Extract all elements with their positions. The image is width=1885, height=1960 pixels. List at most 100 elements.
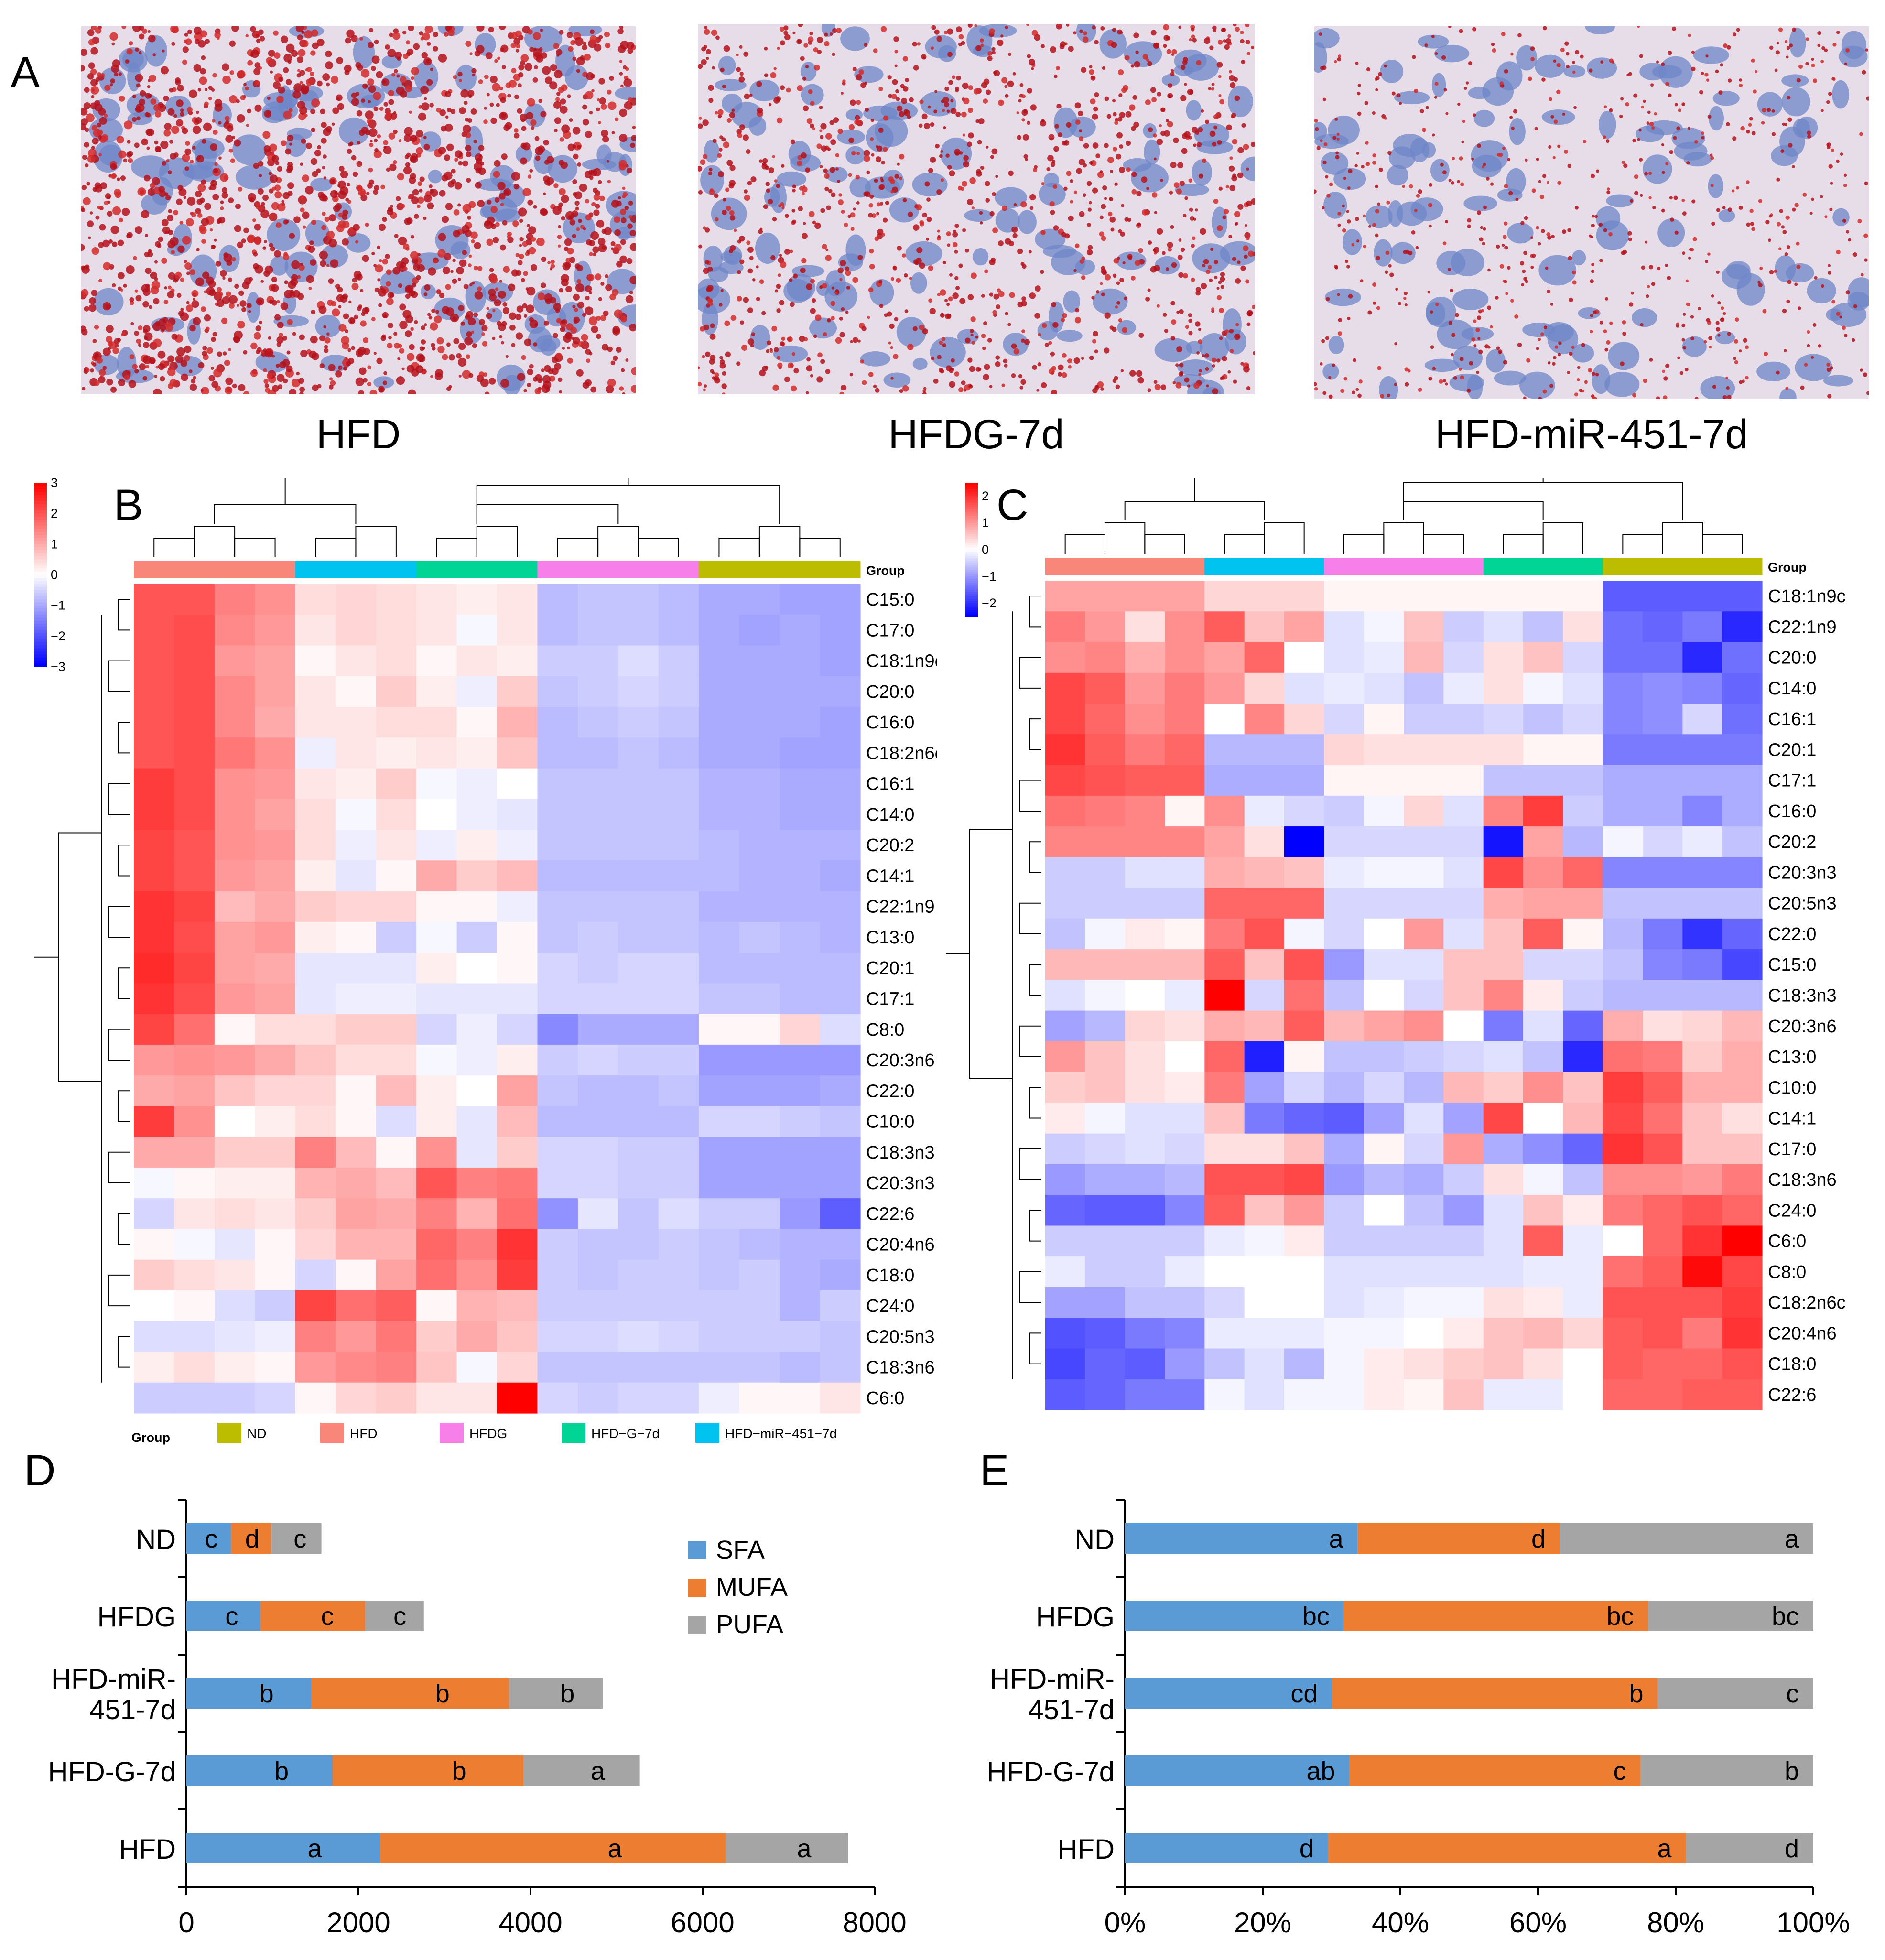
lipid-droplet: [262, 131, 271, 139]
lipid-droplet: [562, 262, 571, 271]
lipid-droplet: [1807, 134, 1811, 139]
lipid-droplet: [1722, 312, 1726, 315]
lipid-droplet: [169, 140, 173, 144]
lipid-droplet: [936, 189, 942, 195]
lipid-droplet: [838, 199, 844, 205]
lipid-droplet: [1546, 181, 1550, 184]
lipid-droplet: [1704, 73, 1709, 77]
heatmap-cell: [699, 983, 740, 1015]
lipid-droplet: [241, 238, 246, 243]
heatmap-cell: [255, 1075, 296, 1107]
heatmap-cell: [134, 1198, 175, 1230]
lipid-droplet: [805, 65, 809, 69]
lipid-droplet: [1676, 322, 1680, 326]
colorbar-segment: [34, 645, 47, 649]
lipid-droplet: [789, 278, 793, 282]
lipid-droplet: [459, 259, 467, 267]
lipid-droplet: [993, 293, 999, 300]
lipid-droplet: [1237, 260, 1241, 264]
lipid-droplet: [1106, 114, 1112, 119]
lipid-droplet: [776, 184, 780, 188]
lipid-droplet: [476, 26, 485, 32]
lipid-droplet: [120, 175, 126, 181]
lipid-droplet: [1195, 130, 1200, 135]
lipid-droplet: [588, 316, 598, 325]
lipid-droplet: [216, 299, 225, 307]
lipid-droplet: [1245, 39, 1250, 45]
colorbar-segment: [965, 583, 978, 586]
lipid-droplet: [998, 291, 1005, 297]
lipid-droplet: [96, 357, 103, 364]
lipid-droplet: [1141, 209, 1148, 216]
lipid-droplet: [541, 52, 547, 59]
lipid-droplet: [477, 200, 485, 207]
lipid-droplet: [168, 209, 172, 214]
lipid-droplet: [1020, 201, 1027, 208]
lipid-droplet: [703, 226, 706, 230]
nucleus-blob: [1325, 288, 1361, 306]
lipid-droplet: [1346, 219, 1351, 224]
lipid-droplet: [430, 67, 433, 71]
lipid-droplet: [99, 224, 106, 231]
heatmap-cell: [780, 1229, 821, 1260]
lipid-droplet: [184, 262, 192, 270]
lipid-droplet: [439, 292, 445, 299]
lipid-droplet: [340, 170, 348, 179]
lipid-droplet: [704, 384, 707, 388]
heatmap-cell: [1244, 642, 1285, 673]
lipid-droplet: [1530, 236, 1533, 239]
lipid-droplet: [256, 297, 265, 306]
lipid-droplet: [1774, 68, 1778, 72]
lipid-droplet: [1114, 120, 1118, 125]
lipid-droplet: [756, 81, 762, 87]
lipid-droplet: [746, 240, 751, 245]
heatmap-cell: [577, 1106, 618, 1137]
lipid-droplet: [619, 386, 624, 391]
heatmap-cell: [658, 1321, 699, 1353]
heatmap-cell: [174, 1382, 215, 1414]
lipid-droplet: [1522, 269, 1526, 273]
lipid-droplet: [1101, 204, 1106, 209]
lipid-droplet: [282, 192, 290, 199]
heatmap-cell: [1643, 611, 1683, 643]
heatmap-cell: [820, 1137, 861, 1168]
lipid-droplet: [956, 76, 961, 81]
lipid-droplet: [1114, 376, 1118, 381]
lipid-droplet: [892, 79, 898, 85]
heatmap-cell: [618, 799, 659, 830]
lipid-droplet: [467, 215, 471, 220]
lipid-droplet: [450, 109, 456, 114]
lipid-droplet: [81, 265, 86, 271]
lipid-droplet: [767, 340, 771, 346]
lipid-droplet: [1373, 301, 1376, 305]
lipid-droplet: [1222, 215, 1227, 220]
lipid-droplet: [561, 216, 566, 221]
lipid-droplet: [1343, 177, 1346, 180]
lipid-droplet: [301, 31, 305, 34]
lipid-droplet: [598, 297, 602, 301]
lipid-droplet: [1348, 169, 1353, 173]
lipid-droplet: [946, 109, 950, 113]
heatmap-cell: [1563, 581, 1603, 612]
lipid-droplet: [175, 77, 181, 83]
lipid-droplet: [259, 174, 262, 178]
lipid-droplet: [1460, 182, 1464, 186]
heatmap-cell: [537, 860, 578, 892]
lipid-droplet: [779, 254, 782, 257]
lipid-droplet: [1109, 217, 1116, 223]
lipid-droplet: [468, 373, 474, 378]
lipid-droplet: [781, 164, 785, 168]
lipid-droplet: [1216, 287, 1220, 290]
nucleus-blob: [1781, 87, 1810, 117]
lipid-droplet: [1171, 49, 1177, 55]
micrograph-hfd-texture: [81, 26, 636, 394]
lipid-droplet: [1003, 358, 1008, 364]
lipid-droplet: [623, 65, 627, 69]
lipid-droplet: [516, 305, 524, 313]
heatmap-cell: [416, 799, 457, 830]
lipid-droplet: [554, 117, 562, 124]
lipid-droplet: [1796, 264, 1801, 269]
lipid-droplet: [472, 73, 475, 77]
lipid-droplet: [489, 276, 498, 284]
lipid-droplet: [1831, 148, 1835, 152]
